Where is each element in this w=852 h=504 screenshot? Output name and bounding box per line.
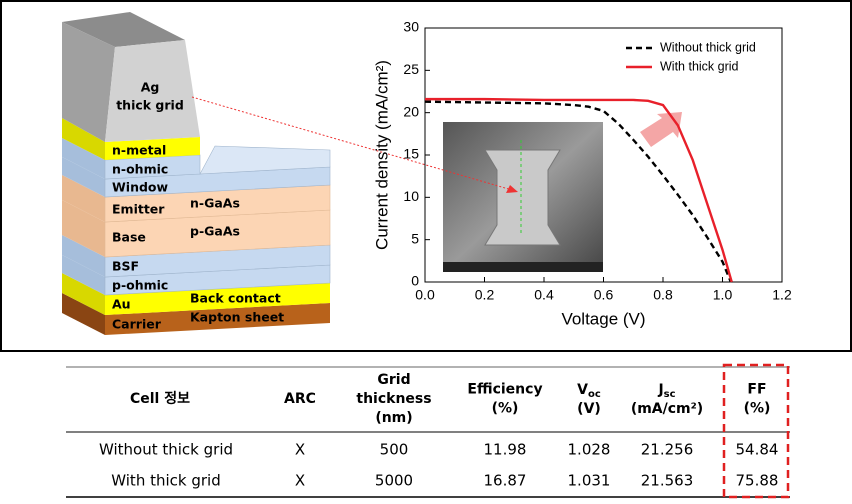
- layer-label: n-ohmic: [112, 162, 168, 177]
- x-tick-label: 0.8: [653, 287, 673, 303]
- column-unit: (V): [577, 401, 601, 417]
- layer-side: [62, 255, 105, 295]
- layer-label: Carrier: [112, 317, 162, 332]
- table-cell: With thick grid: [111, 472, 220, 490]
- legend-label: With thick grid: [660, 59, 739, 73]
- highlight-box: [722, 363, 790, 499]
- column-header: Voc: [577, 382, 601, 400]
- table-cell: X: [295, 441, 305, 459]
- figure-frame: [0, 0, 852, 352]
- window-top: [199, 145, 331, 175]
- layer-label: p-ohmic: [112, 278, 168, 293]
- series-line: [425, 97, 733, 283]
- table-cell: 1.028: [568, 441, 611, 459]
- layer-n-metal: [105, 137, 200, 160]
- layer-label: BSF: [112, 259, 139, 274]
- y-tick-label: 0: [411, 273, 419, 289]
- y-tick-label: 30: [403, 19, 419, 35]
- sem-grid: [484, 149, 561, 246]
- grid-label: Ag: [141, 80, 160, 95]
- grid-front: [105, 40, 200, 142]
- layer-side: [62, 175, 105, 222]
- table-cell: 5000: [375, 472, 413, 490]
- inset: [443, 122, 603, 272]
- grid-side: [62, 22, 115, 142]
- layer-label: Window: [112, 180, 169, 195]
- x-tick-label: 1.2: [772, 287, 792, 303]
- sem-bar: [443, 262, 603, 272]
- column-header: Jsc: [657, 382, 675, 400]
- layer-side: [62, 273, 105, 315]
- column-header: Efficiency: [467, 382, 542, 398]
- x-tick-label: 0.2: [475, 287, 495, 303]
- x-axis-label: Voltage (V): [561, 309, 645, 328]
- layer-side: [62, 138, 105, 179]
- layer-au: [105, 283, 330, 315]
- column-header: (%): [744, 401, 771, 417]
- column-header: (%): [492, 401, 519, 417]
- plot-frame: [424, 27, 783, 283]
- table-cell: 54.84: [736, 441, 779, 459]
- y-tick-label: 15: [403, 146, 419, 162]
- table-cell: 16.87: [484, 472, 527, 490]
- x-tick-label: 0.4: [534, 287, 554, 303]
- layer-side: [62, 293, 105, 335]
- results-table: Cell 정보 ARC Grid thickness (nm) Efficiency (%)…: [66, 363, 790, 499]
- y-tick-label: 25: [403, 61, 419, 77]
- layer-material: Back contact: [190, 291, 281, 306]
- callout-line: [191, 96, 513, 191]
- layer-side: [62, 235, 105, 277]
- layer-side: [62, 118, 105, 160]
- layer-label: Emitter: [112, 202, 165, 217]
- y-tick-label: 20: [403, 103, 419, 119]
- column-unit: (mA/cm²): [631, 401, 703, 417]
- table-cell: 21.563: [641, 472, 694, 490]
- layer-side: [62, 157, 105, 197]
- column-header: Cell 정보: [130, 390, 190, 407]
- header-symbol: V: [577, 382, 588, 398]
- y-tick-label: 10: [403, 188, 419, 204]
- header-symbol: J: [657, 382, 663, 398]
- table-cell: 75.88: [736, 472, 779, 490]
- layer-material: n-GaAs: [190, 196, 240, 211]
- layer-diagram: Ag thick grid n-metal n-ohmic Window Emi…: [62, 12, 331, 335]
- table-cell: 21.256: [641, 441, 694, 459]
- x-tick-label: 0.6: [594, 287, 614, 303]
- table-cell: 500: [380, 441, 409, 459]
- column-header: thickness: [356, 391, 431, 407]
- callout-head: [506, 185, 518, 193]
- layer-material: p-GaAs: [190, 224, 240, 239]
- header-subscript: oc: [588, 389, 601, 400]
- y-tick-label: 5: [411, 230, 419, 246]
- column-header: (nm): [375, 410, 412, 426]
- x-tick-label: 1.0: [713, 287, 733, 303]
- table-cell: Without thick grid: [99, 441, 233, 459]
- table-cell: X: [295, 472, 305, 490]
- column-header: FF: [747, 382, 766, 398]
- y-axis-label: Current density (mA/cm²): [372, 60, 391, 250]
- layer-material: Kapton sheet: [190, 310, 284, 325]
- legend-label: Without thick grid: [660, 40, 756, 54]
- x-tick-label: 0.0: [415, 287, 435, 303]
- layer-n-ohmic: [104, 154, 201, 180]
- layer-label: Base: [112, 230, 146, 245]
- layer-side: [62, 200, 105, 257]
- layer-label: n-metal: [112, 143, 166, 158]
- table-cell: 11.98: [484, 441, 527, 459]
- table-cell: 1.031: [568, 472, 611, 490]
- jv-chart: 0.0 0.2 0.4 0.6 0.8 1.0 1.2 0 5 10 15 20 25 30 Voltage…: [372, 19, 791, 329]
- grid-top: [62, 12, 185, 47]
- grid-label: thick grid: [116, 98, 184, 113]
- header-subscript: sc: [664, 389, 676, 400]
- column-header: ARC: [284, 391, 316, 407]
- shift-arrow: [640, 112, 682, 147]
- series-line: [424, 100, 732, 283]
- layer-carrier: [105, 303, 330, 335]
- layer-label: Au: [112, 297, 131, 312]
- column-header: Grid: [377, 372, 410, 388]
